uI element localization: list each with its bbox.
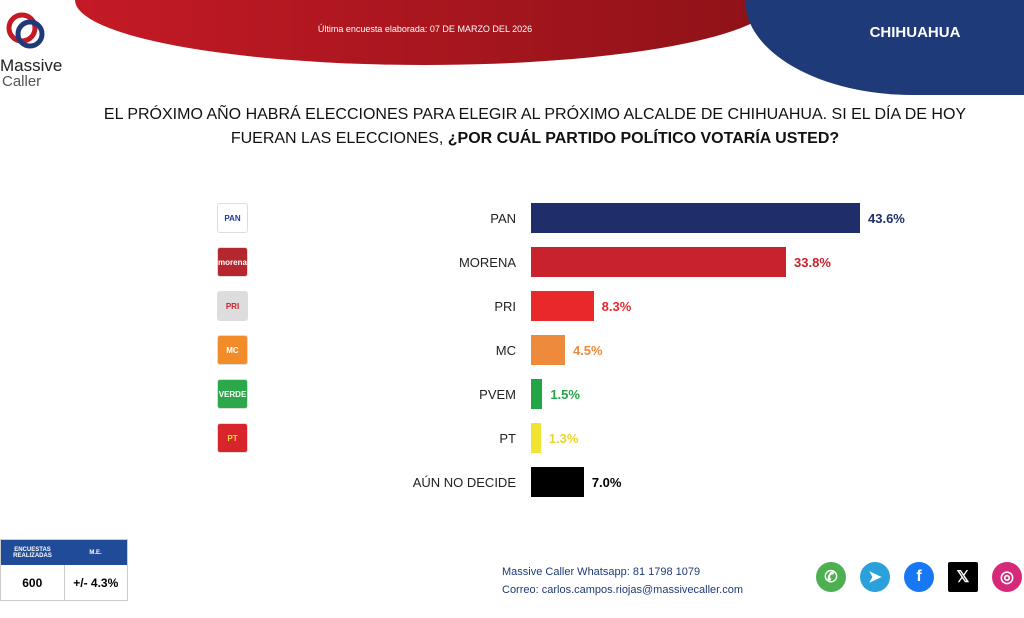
bar-morena <box>531 247 787 277</box>
category-label: AÚN NO DECIDE <box>412 475 516 490</box>
bar-aún-no-decide <box>531 467 584 497</box>
survey-date: Última encuesta elaborada: 07 DE MARZO D… <box>317 24 533 34</box>
bar-pan <box>531 203 860 233</box>
region-label: CHIHUAHUA <box>869 24 961 41</box>
telegram-icon[interactable]: ➤ <box>860 562 890 592</box>
bar-pt <box>531 423 541 453</box>
survey-question: EL PRÓXIMO AÑO HABRÁ ELECCIONES PARA ELE… <box>60 103 1010 151</box>
party-logo-mc: MC <box>217 335 248 365</box>
category-label: MC <box>495 343 516 358</box>
party-logo-pri: PRI <box>217 291 248 321</box>
bar-pri <box>531 291 594 321</box>
data-label: 4.5% <box>572 343 603 358</box>
email-contact: Correo: carlos.campos.riojas@massivecall… <box>502 584 744 596</box>
whatsapp-contact: Massive Caller Whatsapp: 81 1798 1079 <box>502 566 701 578</box>
header-blue-band <box>745 0 1024 95</box>
me-header: M.E. <box>89 549 102 556</box>
whatsapp-icon[interactable]: ✆ <box>816 562 846 592</box>
party-logo-pan: PAN <box>217 203 248 233</box>
massive-caller-logo: Massive Caller <box>0 10 70 90</box>
data-label: 33.8% <box>794 255 831 270</box>
data-label: 43.6% <box>868 211 905 226</box>
data-label: 1.5% <box>550 387 580 402</box>
logo-mark-icon <box>6 12 45 49</box>
logo-text: Massive <box>0 56 63 75</box>
question-line: EL PRÓXIMO AÑO HABRÁ ELECCIONES PARA ELE… <box>103 106 967 123</box>
instagram-icon[interactable]: ◎ <box>992 562 1022 592</box>
x-icon[interactable]: 𝕏 <box>948 562 978 592</box>
surveys-value: 600 <box>1 565 65 600</box>
category-label: PAN <box>490 211 516 226</box>
data-label: 1.3% <box>548 431 579 446</box>
logo-text: Caller <box>2 73 42 90</box>
party-logo-morena: morena <box>217 247 248 277</box>
surveys-header: ENCUESTAS REALIZADAS <box>13 546 52 559</box>
me-value: +/- 4.3% <box>73 575 119 590</box>
question-line: FUERAN LAS ELECCIONES, ¿POR CUÁL PARTIDO… <box>60 127 1010 151</box>
category-label: PT <box>499 431 516 446</box>
party-logo-pvem: VERDE <box>217 379 248 409</box>
bar-mc <box>531 335 565 365</box>
contact-info: Massive Caller Whatsapp: 81 1798 1079 Co… <box>502 563 743 599</box>
data-label: 7.0% <box>591 475 622 490</box>
stats-table: ENCUESTAS REALIZADAS M.E. 600 +/- 4.3% <box>0 539 128 601</box>
party-logo-pt: PT <box>217 423 248 453</box>
question-text: FUERAN LAS ELECCIONES, <box>230 130 448 147</box>
data-label: 8.3% <box>601 299 632 314</box>
bar-pvem <box>531 379 543 409</box>
facebook-icon[interactable]: f <box>904 562 934 592</box>
question-emphasis: ¿POR CUÁL PARTIDO POLÍTICO VOTARÍA USTED… <box>447 130 840 147</box>
category-label: PRI <box>494 299 516 314</box>
category-label: MORENA <box>458 255 516 270</box>
category-label: PVEM <box>479 387 516 402</box>
